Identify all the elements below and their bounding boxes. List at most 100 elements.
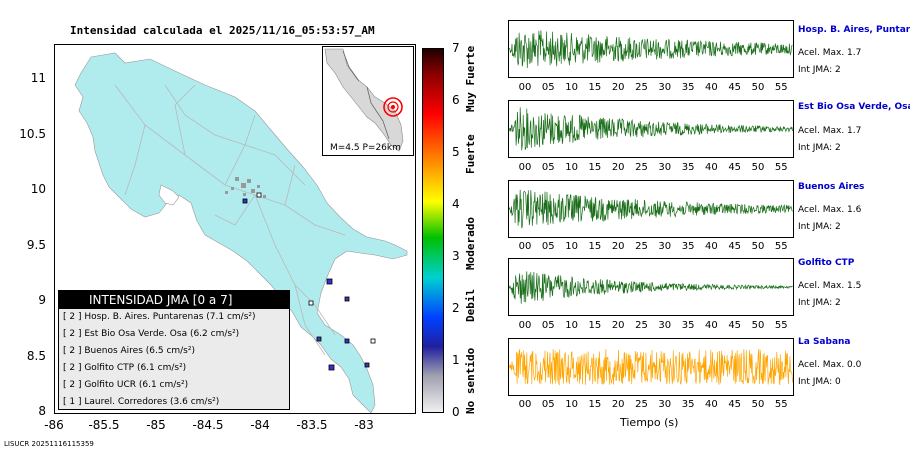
time-tick: 55 bbox=[774, 162, 788, 173]
category-fuerte: Fuerte bbox=[464, 134, 477, 174]
time-tick: 10 bbox=[565, 82, 578, 93]
lon-tick: -85 bbox=[146, 418, 166, 432]
time-tick: 45 bbox=[728, 399, 742, 410]
time-tick: 00 bbox=[518, 320, 532, 331]
station-jma: Int JMA: 2 bbox=[798, 222, 841, 232]
time-tick: 10 bbox=[565, 399, 578, 410]
station-accel: Acel. Max. 0.0 bbox=[798, 360, 862, 370]
time-tick: 50 bbox=[751, 320, 765, 331]
category-moderado: Moderado bbox=[464, 217, 477, 270]
station-accel: Acel. Max. 1.7 bbox=[798, 48, 862, 58]
lat-tick: 8.5 bbox=[26, 349, 46, 363]
time-tick: 15 bbox=[588, 320, 602, 331]
station-markers bbox=[242, 192, 376, 371]
time-tick: 25 bbox=[635, 241, 648, 252]
station-accel: Acel. Max. 1.7 bbox=[798, 126, 862, 136]
time-tick: 55 bbox=[774, 320, 788, 331]
time-tick: 10 bbox=[565, 162, 578, 173]
time-tick: 40 bbox=[705, 320, 718, 331]
time-tick: 00 bbox=[518, 82, 532, 93]
time-tick: 55 bbox=[774, 399, 788, 410]
legend-row: [ 2 ] Hosp. B. Aires. Puntarenas (7.1 cm… bbox=[63, 312, 256, 322]
lat-tick: 10.5 bbox=[19, 127, 46, 141]
lat-tick: 9 bbox=[38, 293, 46, 307]
time-tick: 35 bbox=[681, 82, 695, 93]
time-tick: 20 bbox=[611, 241, 625, 252]
legend-row: [ 2 ] Buenos Aires (6.5 cm/s²) bbox=[63, 346, 195, 356]
station-jma: Int JMA: 2 bbox=[798, 143, 841, 153]
station-jma: Int JMA: 0 bbox=[798, 377, 841, 387]
station-name: La Sabana bbox=[798, 337, 851, 347]
lon-tick: -83 bbox=[354, 418, 374, 432]
lat-tick: 10 bbox=[30, 182, 46, 196]
category-no-sentido: No sentido bbox=[464, 347, 477, 414]
time-tick: 45 bbox=[728, 162, 742, 173]
station-jma: Int JMA: 2 bbox=[798, 65, 841, 75]
category-debil: Debil bbox=[464, 288, 477, 322]
waveform bbox=[508, 30, 793, 69]
time-tick: 30 bbox=[658, 82, 672, 93]
trace-panel[interactable] bbox=[508, 338, 794, 396]
waveform bbox=[508, 107, 793, 151]
waveform-trace bbox=[508, 349, 793, 386]
station-jma: Int JMA: 2 bbox=[798, 298, 841, 308]
station-accel: Acel. Max. 1.5 bbox=[798, 281, 862, 291]
trace-panel[interactable] bbox=[508, 100, 794, 158]
time-tick: 10 bbox=[565, 320, 578, 331]
lon-tick: -85.5 bbox=[88, 418, 120, 432]
time-tick: 15 bbox=[588, 399, 602, 410]
trace-panel[interactable] bbox=[508, 180, 794, 238]
time-tick: 25 bbox=[635, 320, 648, 331]
lon-tick: -84.5 bbox=[192, 418, 224, 432]
time-tick: 55 bbox=[774, 241, 788, 252]
waveform-trace bbox=[508, 271, 793, 304]
time-tick: 45 bbox=[728, 82, 742, 93]
time-tick: 30 bbox=[658, 241, 672, 252]
time-tick: 00 bbox=[518, 162, 532, 173]
station-accel: Acel. Max. 1.6 bbox=[798, 205, 862, 215]
time-tick: 45 bbox=[728, 241, 742, 252]
station-legend: INTENSIDAD JMA [0 a 7] [ 2 ] Hosp. B. Ai… bbox=[58, 290, 290, 410]
time-tick: 00 bbox=[518, 241, 532, 252]
legend-row: [ 2 ] Est Bio Osa Verde. Osa (6.2 cm/s²) bbox=[63, 329, 240, 339]
time-tick: 25 bbox=[635, 399, 648, 410]
time-tick: 35 bbox=[681, 241, 695, 252]
time-tick: 05 bbox=[541, 399, 555, 410]
inset-caption: M=4.5 P=26km bbox=[330, 143, 401, 153]
time-tick: 05 bbox=[541, 241, 555, 252]
waveform bbox=[508, 349, 793, 386]
trace-panel[interactable] bbox=[508, 258, 794, 316]
station-name: Hosp. B. Aires, Puntare bbox=[798, 25, 910, 35]
trace-panel[interactable] bbox=[508, 20, 794, 78]
time-tick: 35 bbox=[681, 399, 695, 410]
colorbar-tick: 7 bbox=[452, 41, 460, 55]
time-tick: 15 bbox=[588, 241, 602, 252]
locator-inset bbox=[322, 46, 414, 156]
intensity-colorbar bbox=[422, 48, 444, 413]
time-tick: 15 bbox=[588, 162, 602, 173]
colorbar-tick: 4 bbox=[452, 197, 460, 211]
time-tick: 30 bbox=[658, 399, 672, 410]
colorbar-tick: 0 bbox=[452, 405, 460, 419]
lat-tick: 9.5 bbox=[26, 238, 46, 252]
time-tick: 55 bbox=[774, 82, 788, 93]
city-cluster bbox=[225, 177, 266, 198]
time-tick: 20 bbox=[611, 399, 625, 410]
colorbar-tick: 6 bbox=[452, 93, 460, 107]
time-tick: 45 bbox=[728, 320, 742, 331]
time-tick: 15 bbox=[588, 82, 602, 93]
nicoya-water bbox=[158, 184, 180, 206]
time-tick: 40 bbox=[705, 241, 718, 252]
time-tick: 40 bbox=[705, 82, 718, 93]
time-tick: 25 bbox=[635, 82, 648, 93]
legend-title: INTENSIDAD JMA [0 a 7] bbox=[59, 291, 289, 309]
waveform-trace bbox=[508, 189, 793, 229]
colorbar-tick: 3 bbox=[452, 249, 460, 263]
station-name: Buenos Aires bbox=[798, 182, 865, 192]
colorbar-gradient bbox=[423, 49, 443, 412]
colorbar-tick: 1 bbox=[452, 353, 460, 367]
time-tick: 30 bbox=[658, 162, 672, 173]
inset-map bbox=[324, 48, 404, 152]
inset-land bbox=[324, 48, 404, 152]
epicenter-marker bbox=[383, 97, 403, 117]
